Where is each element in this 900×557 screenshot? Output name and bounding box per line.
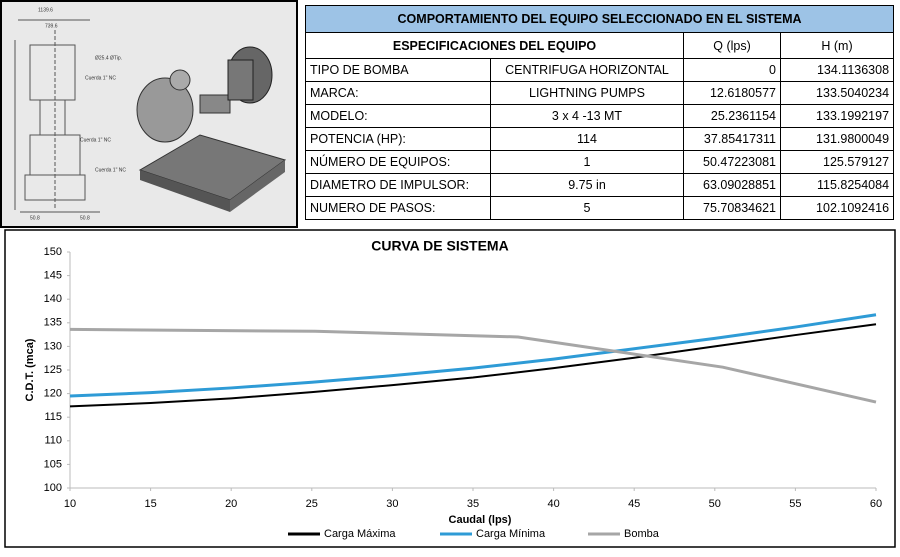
pump-illustration [136,46,287,212]
table-cell: POTENCIA (HP): [305,127,491,151]
x-tick-label: 10 [64,498,76,510]
table-title: COMPORTAMIENTO DEL EQUIPO SELECCIONADO E… [304,5,895,33]
table-header: Q (lps) [683,32,781,59]
y-tick-label: 115 [44,411,62,423]
spec-table: COMPORTAMIENTO DEL EQUIPO SELECCIONADO E… [304,5,895,220]
table-cell: 115.8254084 [779,173,895,197]
table-cell: NUMERO DE PASOS: [305,196,491,220]
table-cell: 0 [683,58,781,82]
table-cell: 63.09028851 [683,173,781,197]
y-tick-label: 140 [44,293,62,305]
y-tick-label: 135 [44,317,62,329]
drawing-label: Cuerda 1" NC [85,75,116,81]
table-cell: NÚMERO DE EQUIPOS: [305,150,491,174]
y-tick-label: 120 [44,388,62,400]
table-cell: 12.6180577 [683,81,781,105]
table-cell: 102.1092416 [779,196,895,220]
chart-frame [4,229,896,548]
x-tick-label: 15 [144,498,156,510]
table-cell: 50.47223081 [683,150,781,174]
drawing-label: 50.8 [30,215,40,221]
drawing-label: 50.8 [80,215,90,221]
table-cell: 1 [490,150,684,174]
table-cell: 133.5040234 [779,81,895,105]
series-line [69,323,877,408]
y-axis-label: C.D.T. (mca) [24,338,36,401]
x-tick-label: 55 [789,498,801,510]
table-cell: 3 x 4 -13 MT [490,104,684,128]
table-cell: 131.9800049 [779,127,895,151]
drawing-label: Cuerda 1" NC [95,167,126,173]
table-cell: DIAMETRO DE IMPULSOR: [305,173,491,197]
table-cell: 5 [490,196,684,220]
drawing-label: Cuerda 1" NC [80,137,111,143]
y-tick-label: 130 [44,340,62,352]
x-tick-label: 50 [709,498,721,510]
x-tick-label: 35 [467,498,479,510]
table-cell: MODELO: [305,104,491,128]
table-cell: 125.579127 [779,150,895,174]
technical-drawing [14,19,100,213]
chart-title: CURVA DE SISTEMA [371,238,508,254]
legend-label: Carga Máxima [324,528,396,540]
y-tick-label: 150 [44,246,62,258]
table-cell: 75.70834621 [683,196,781,220]
table-cell: 114 [490,127,684,151]
y-tick-label: 145 [44,270,62,282]
x-tick-label: 60 [870,498,882,510]
table-cell: 37.85417311 [683,127,781,151]
y-tick-label: 110 [44,435,62,447]
drawing-label: 1139.6 [38,7,53,13]
table-cell: 25.2361154 [683,104,781,128]
table-header: H (m) [779,32,895,59]
table-header: ESPECIFICACIONES DEL EQUIPO [305,32,684,59]
series-line [69,327,877,404]
y-tick-label: 125 [44,364,62,376]
x-tick-label: 30 [386,498,398,510]
x-tick-label: 25 [306,498,318,510]
x-tick-label: 20 [225,498,237,510]
drawing-label: 739.6 [45,23,58,29]
table-cell: 134.1136308 [779,58,895,82]
table-cell: LIGHTNING PUMPS [490,81,684,105]
legend-label: Bomba [624,528,660,540]
table-cell: TIPO DE BOMBA [305,58,491,82]
table-cell: 133.1992197 [779,104,895,128]
x-axis-label: Caudal (lps) [449,514,512,526]
x-tick-label: 45 [628,498,640,510]
y-tick-label: 100 [44,482,62,494]
legend-label: Carga Mínima [476,528,546,540]
x-tick-label: 40 [547,498,559,510]
drawing-label: Ø25.4 ØTip. [95,55,122,61]
table-cell: MARCA: [305,81,491,105]
table-cell: 9.75 in [490,173,684,197]
table-cell: CENTRIFUGA HORIZONTAL [490,58,684,82]
y-tick-label: 105 [44,458,62,470]
series-line [69,313,877,398]
